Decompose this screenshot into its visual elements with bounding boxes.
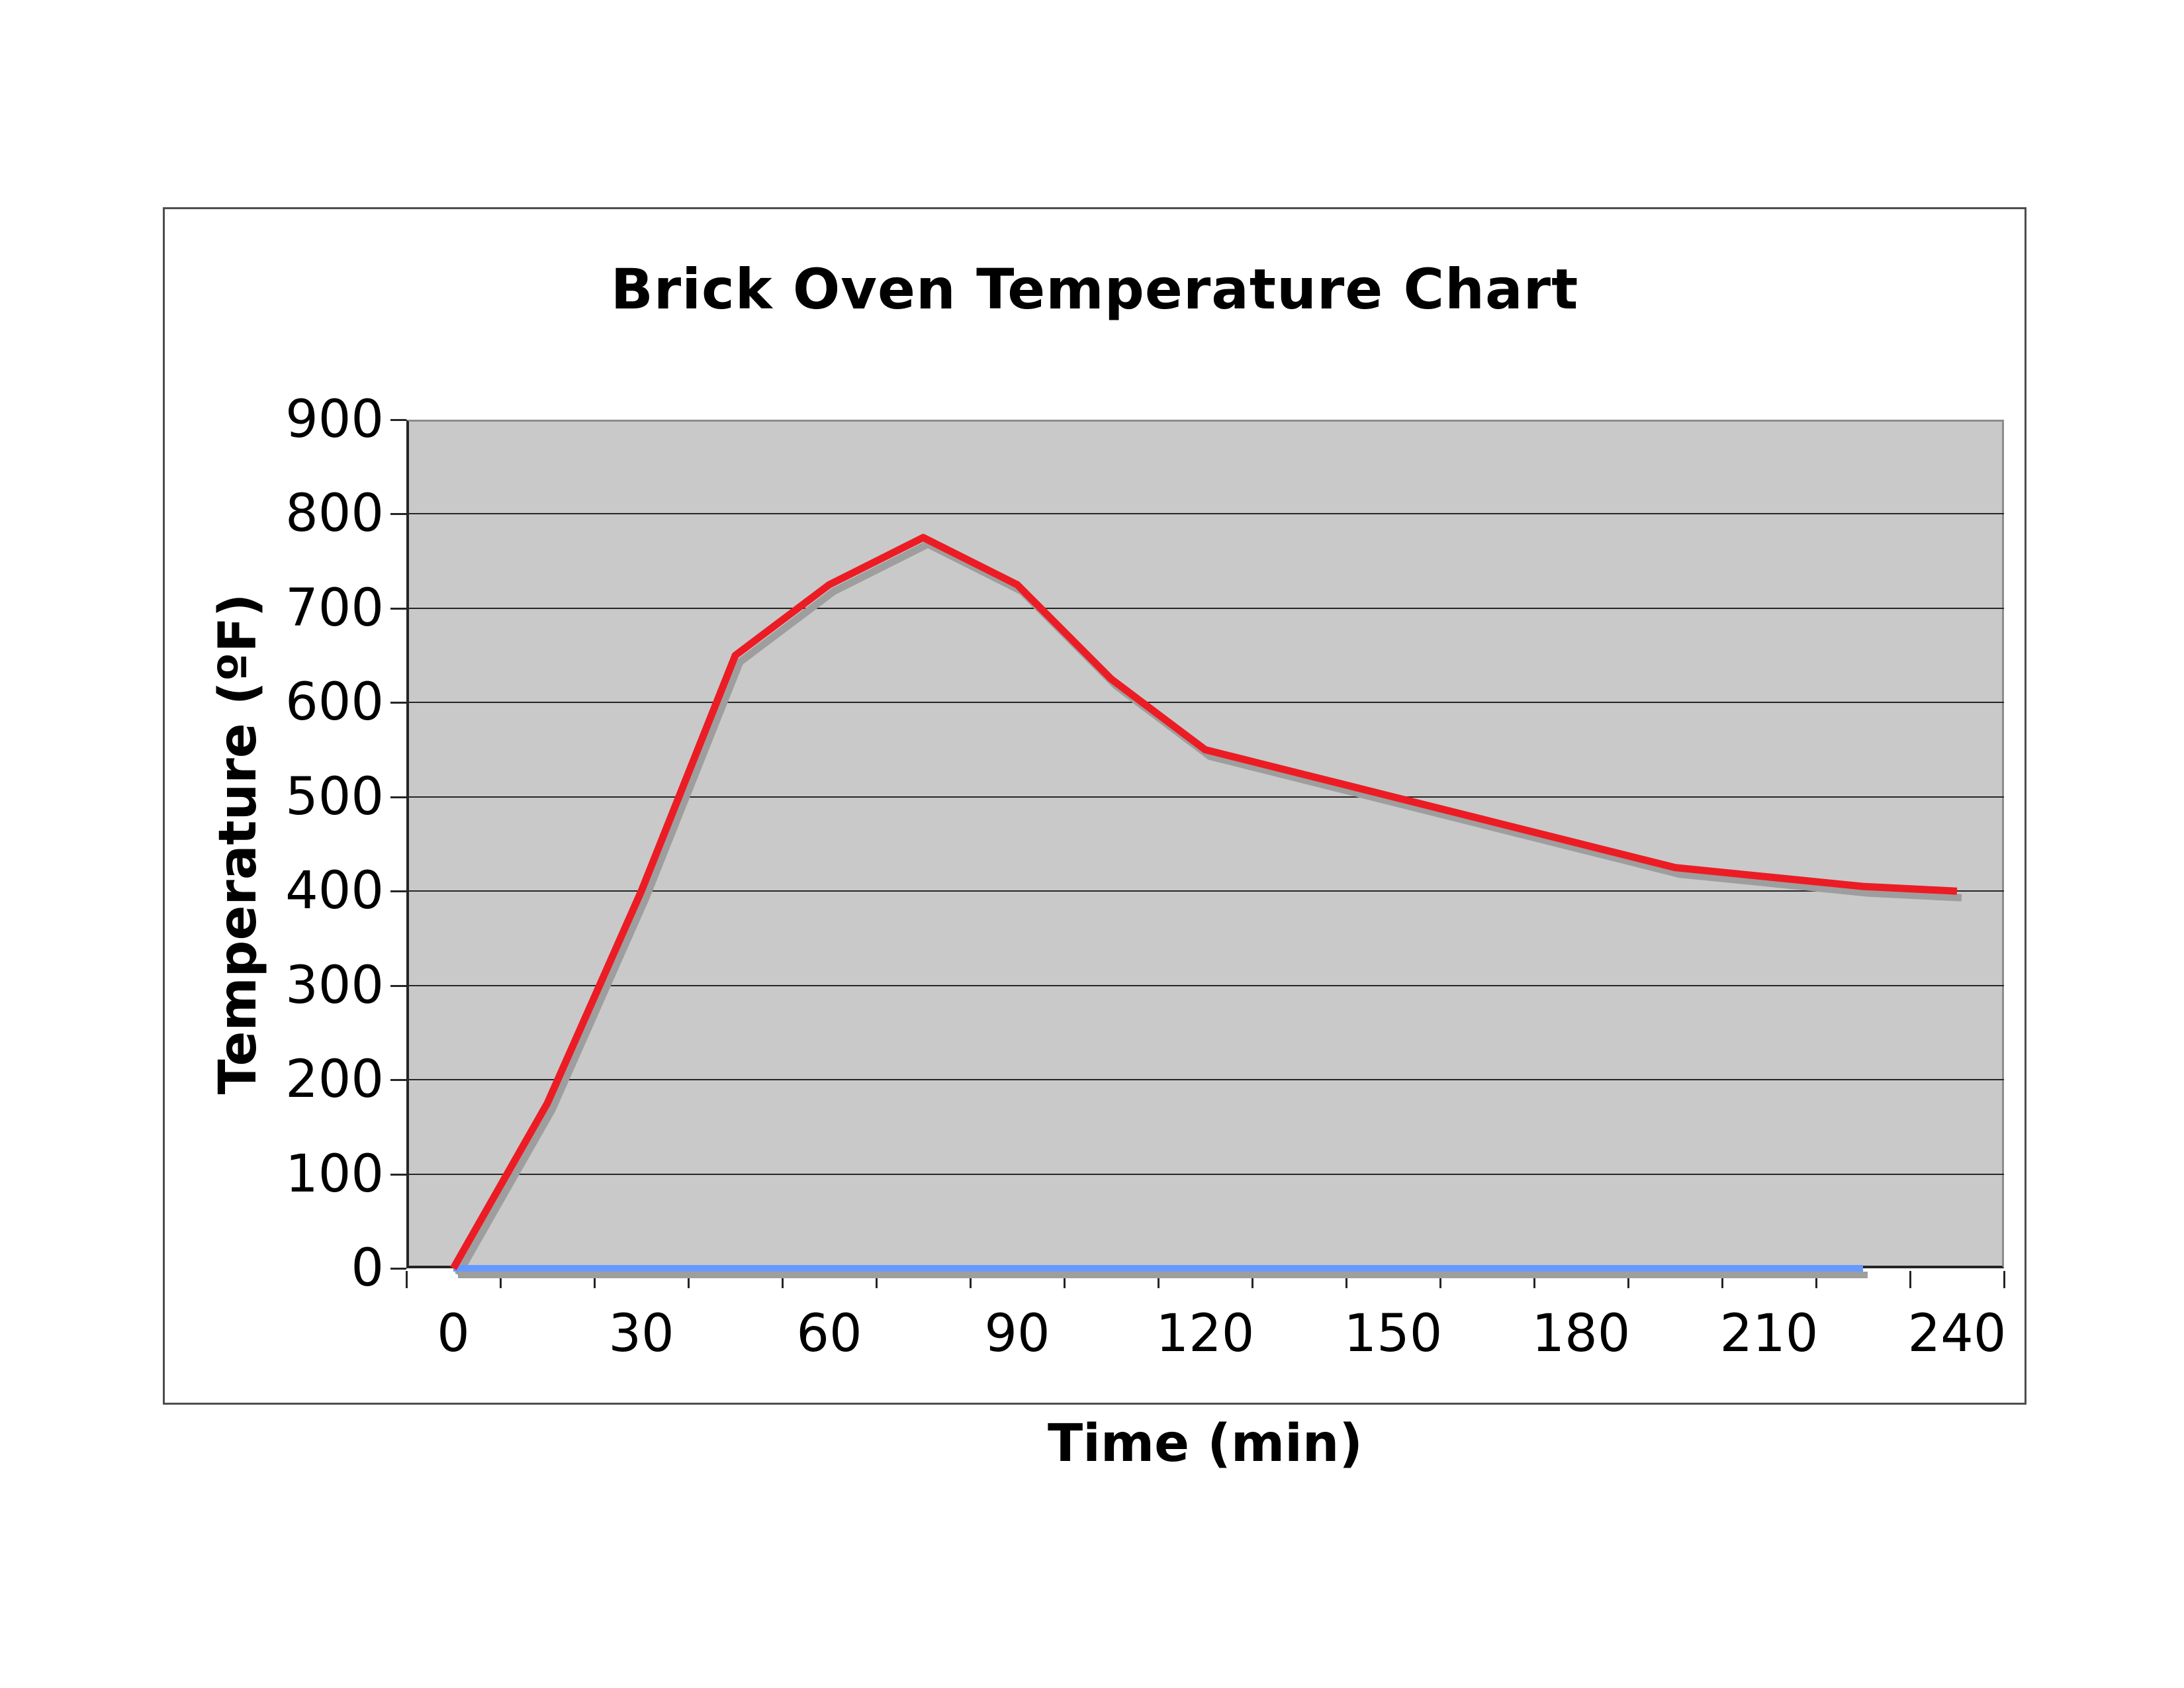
y-tick-mark [390,984,406,987]
x-tick-mark [1158,1271,1160,1288]
y-tick-label: 600 [285,673,384,733]
x-tick-mark [1721,1271,1723,1288]
x-tick-mark [1251,1271,1253,1288]
x-tick-mark [1533,1271,1535,1288]
gridline-300 [406,984,2004,986]
y-tick-label: 900 [285,390,384,449]
y-tick-mark [390,607,406,610]
y-tick-label: 0 [351,1239,384,1298]
x-tick-mark [970,1271,972,1288]
x-tick-mark [1439,1271,1441,1288]
x-tick-label: 90 [984,1304,1050,1364]
x-tick-label: 30 [608,1304,674,1364]
x-axis-title: Time (min) [1047,1414,1363,1474]
y-tick-mark [390,890,406,893]
y-tick-label: 100 [285,1144,384,1204]
y-tick-label: 200 [285,1050,384,1110]
gridline-200 [406,1079,2004,1081]
x-tick-mark [500,1271,502,1288]
y-axis-title: Temperature (ºF) [208,593,268,1095]
y-tick-label: 300 [285,955,384,1015]
x-tick-mark [406,1271,408,1288]
y-tick-mark [390,419,406,421]
y-tick-mark [390,513,406,516]
x-tick-mark [1064,1271,1066,1288]
y-tick-mark [390,1079,406,1082]
x-tick-mark [782,1271,784,1288]
gridline-800 [406,513,2004,515]
y-tick-mark [390,796,406,798]
x-tick-mark [876,1271,878,1288]
y-tick-mark [390,1268,406,1270]
gridline-700 [406,607,2004,609]
x-tick-mark [1909,1271,1911,1288]
x-tick-label: 150 [1343,1304,1443,1364]
y-tick-label: 700 [285,578,384,638]
chart-title: Brick Oven Temperature Chart [610,257,1579,322]
x-tick-mark [594,1271,596,1288]
x-tick-label: 0 [437,1304,470,1364]
gridline-500 [406,796,2004,798]
x-tick-mark [688,1271,690,1288]
x-tick-mark [2003,1271,2005,1288]
x-tick-label: 210 [1719,1304,1819,1364]
y-tick-mark [390,1173,406,1176]
gridline-400 [406,890,2004,892]
plot-area [406,420,2004,1268]
y-tick-label: 500 [285,767,384,827]
x-tick-label: 180 [1531,1304,1631,1364]
x-tick-mark [1345,1271,1347,1288]
y-tick-mark [390,702,406,704]
gridline-100 [406,1173,2004,1175]
x-tick-label: 240 [1907,1304,2007,1364]
x-tick-label: 120 [1156,1304,1255,1364]
gridline-600 [406,702,2004,704]
y-tick-label: 400 [285,861,384,921]
x-tick-mark [1815,1271,1817,1288]
y-tick-label: 800 [285,484,384,544]
x-tick-label: 60 [796,1304,862,1364]
x-tick-mark [1627,1271,1629,1288]
